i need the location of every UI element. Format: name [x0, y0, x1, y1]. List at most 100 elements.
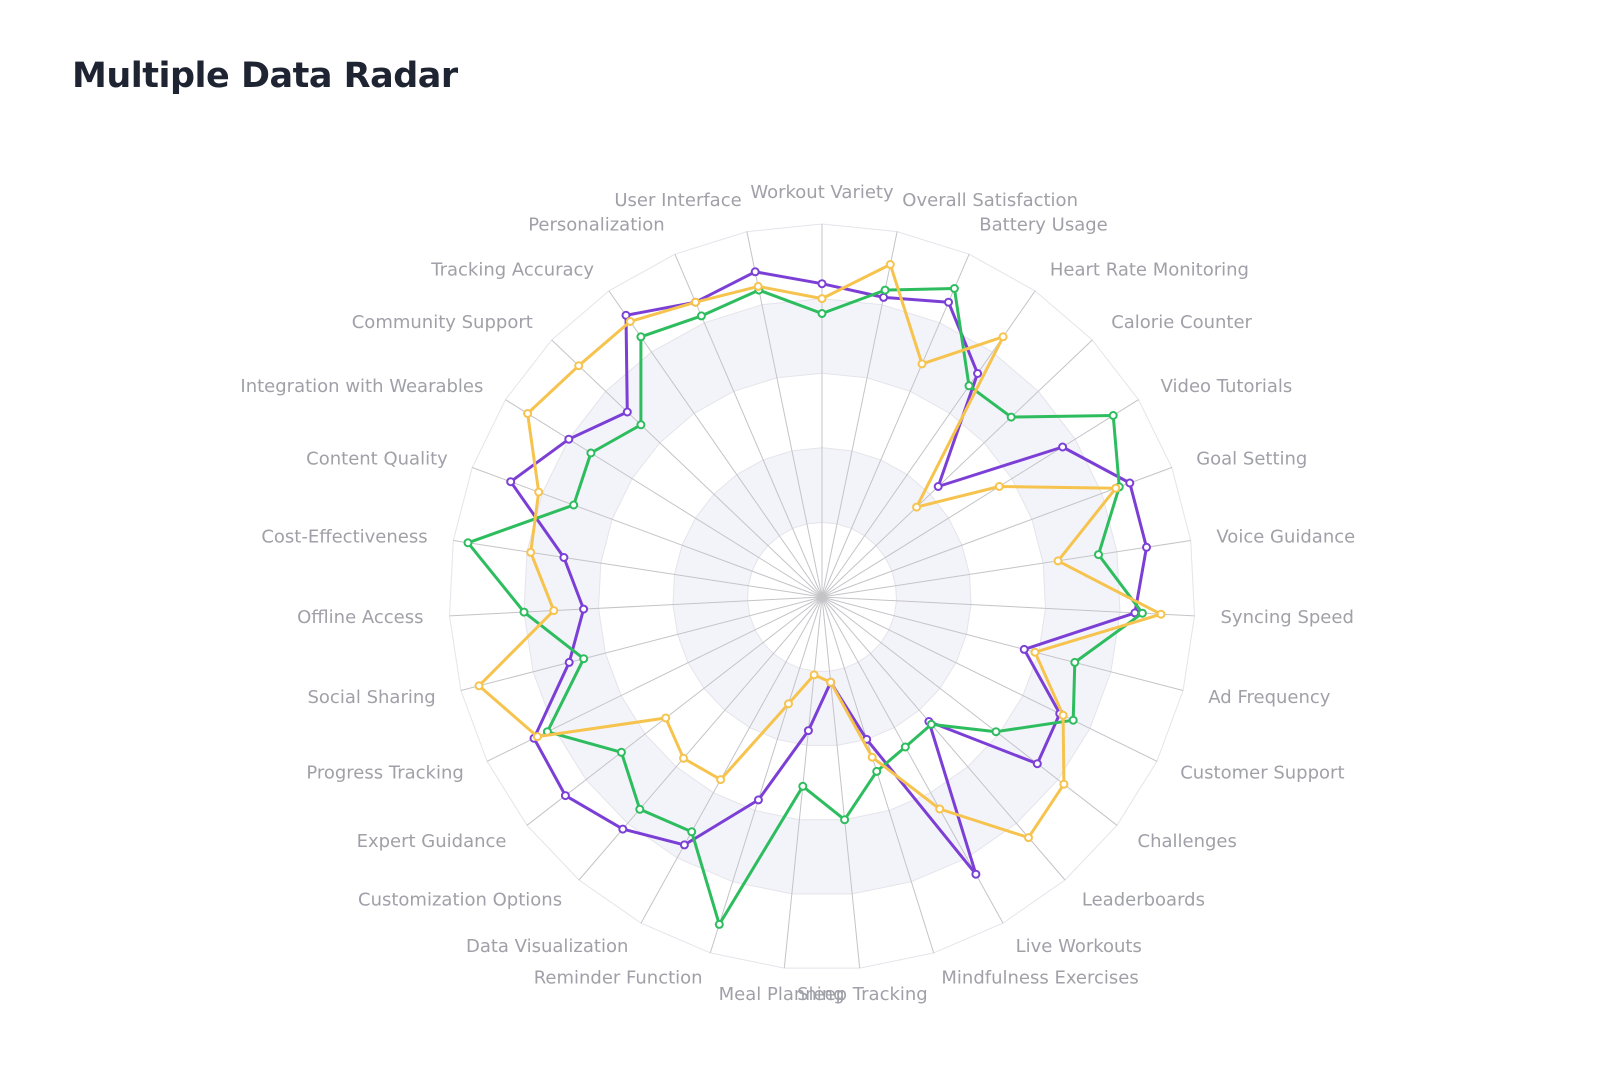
radar-point-2-23[interactable]	[549, 606, 559, 616]
radar-point-2-8[interactable]	[1156, 609, 1166, 619]
radar-point-0-26[interactable]	[564, 434, 574, 444]
radar-point-0-0[interactable]	[817, 279, 827, 289]
radar-indicator-label: Mindfulness Exercises	[941, 968, 1138, 989]
radar-axis-22	[460, 596, 823, 691]
radar-point-2-9[interactable]	[1030, 647, 1040, 657]
radar-point-1-27[interactable]	[636, 420, 646, 430]
radar-indicator-label: Syncing Speed	[1221, 607, 1354, 628]
radar-point-2-20[interactable]	[661, 713, 671, 723]
radar-point-2-27[interactable]	[574, 361, 584, 371]
radar-indicator-label: Heart Rate Monitoring	[1050, 260, 1249, 281]
radar-indicator-label: Video Tutorials	[1161, 376, 1293, 397]
radar-point-2-26[interactable]	[523, 409, 533, 418]
radar-point-1-4[interactable]	[1006, 412, 1016, 422]
radar-point-1-25[interactable]	[569, 500, 579, 510]
radar-point-0-27[interactable]	[622, 407, 632, 417]
radar-point-1-23[interactable]	[519, 607, 529, 617]
radar-point-1-15[interactable]	[840, 815, 850, 825]
radar-point-0-1[interactable]	[879, 292, 889, 302]
radar-point-1-8[interactable]	[1137, 608, 1147, 618]
radar-point-2-7[interactable]	[1053, 556, 1063, 566]
radar-point-0-23[interactable]	[579, 604, 589, 614]
radar-point-0-2[interactable]	[944, 297, 953, 307]
radar-point-1-1[interactable]	[880, 285, 890, 295]
radar-point-1-24[interactable]	[463, 538, 473, 548]
radar-point-1-7[interactable]	[1094, 550, 1103, 560]
radar-point-1-20[interactable]	[616, 747, 626, 757]
radar-point-1-14[interactable]	[872, 766, 882, 776]
radar-point-1-0[interactable]	[817, 309, 827, 318]
radar-point-0-22[interactable]	[564, 657, 574, 667]
radar-point-1-18[interactable]	[687, 827, 697, 837]
radar-indicator-label: User Interface	[614, 190, 741, 211]
radar-point-1-5[interactable]	[1108, 411, 1118, 420]
radar-point-1-10[interactable]	[1068, 715, 1078, 725]
radar-point-1-13[interactable]	[900, 742, 910, 752]
radar-point-1-16[interactable]	[798, 781, 808, 791]
radar-point-1-2[interactable]	[949, 284, 959, 293]
radar-point-1-26[interactable]	[586, 448, 596, 458]
radar-indicator-label: Battery Usage	[979, 214, 1107, 235]
radar-point-0-13[interactable]	[971, 869, 981, 879]
radar-point-2-0[interactable]	[817, 294, 827, 304]
radar-point-2-29[interactable]	[691, 297, 700, 307]
radar-point-2-12[interactable]	[1024, 833, 1033, 843]
radar-point-2-2[interactable]	[917, 359, 927, 369]
radar-point-1-19[interactable]	[635, 804, 645, 814]
radar-point-2-16[interactable]	[809, 670, 819, 680]
radar-point-0-28[interactable]	[621, 310, 631, 320]
radar-point-2-4[interactable]	[912, 502, 922, 512]
radar-indicator-label: Ad Frequency	[1208, 687, 1330, 708]
radar-point-1-3[interactable]	[964, 381, 974, 391]
radar-point-0-4[interactable]	[933, 482, 943, 491]
radar-point-0-20[interactable]	[560, 791, 570, 801]
radar-point-2-11[interactable]	[1059, 779, 1069, 789]
radar-point-0-5[interactable]	[1058, 442, 1068, 452]
radar-series-line-2	[477, 263, 1163, 840]
radar-point-0-18[interactable]	[679, 840, 689, 850]
radar-point-2-28[interactable]	[625, 317, 635, 326]
radar-axis-25	[472, 467, 823, 598]
radar-point-2-17[interactable]	[784, 699, 793, 709]
radar-point-2-3[interactable]	[998, 332, 1008, 342]
radar-point-1-12[interactable]	[926, 719, 936, 729]
radar-point-0-30[interactable]	[750, 267, 760, 277]
radar-point-0-7[interactable]	[1142, 542, 1151, 552]
radar-axis-29	[674, 254, 823, 598]
radar-point-2-14[interactable]	[867, 752, 877, 762]
radar-point-2-25[interactable]	[534, 487, 544, 497]
radar-point-2-30[interactable]	[753, 281, 763, 291]
radar-point-0-6[interactable]	[1125, 478, 1135, 488]
radar-point-0-25[interactable]	[506, 477, 516, 487]
radar-point-0-17[interactable]	[753, 795, 763, 805]
radar-point-2-5[interactable]	[994, 482, 1004, 491]
radar-point-2-19[interactable]	[679, 753, 688, 763]
radar-point-2-6[interactable]	[1111, 483, 1121, 493]
radar-point-1-9[interactable]	[1070, 657, 1080, 667]
radar-point-0-9[interactable]	[1019, 644, 1029, 654]
radar-point-0-16[interactable]	[803, 726, 813, 736]
radar-axis-27	[551, 339, 823, 598]
radar-point-1-22[interactable]	[579, 654, 589, 664]
radar-point-2-21[interactable]	[532, 732, 542, 742]
radar-point-2-15[interactable]	[826, 677, 836, 687]
radar-point-2-1[interactable]	[885, 260, 895, 269]
radar-axis-11	[821, 596, 1118, 826]
radar-point-1-17[interactable]	[714, 919, 724, 929]
radar-point-0-24[interactable]	[559, 553, 569, 562]
radar-point-0-19[interactable]	[618, 824, 628, 834]
radar-point-1-11[interactable]	[991, 727, 1001, 737]
radar-point-1-29[interactable]	[696, 311, 706, 321]
radar-point-2-22[interactable]	[474, 681, 484, 691]
radar-point-0-3[interactable]	[973, 369, 983, 378]
radar-point-1-28[interactable]	[636, 332, 646, 342]
radar-point-2-18[interactable]	[716, 775, 726, 785]
radar-point-0-11[interactable]	[1032, 759, 1042, 769]
radar-indicator-label: Expert Guidance	[357, 831, 507, 852]
radar-point-2-24[interactable]	[526, 547, 536, 557]
radar-indicator-label: Goal Setting	[1196, 448, 1307, 469]
radar-point-2-13[interactable]	[935, 804, 945, 814]
radar-point-2-10[interactable]	[1058, 710, 1068, 720]
